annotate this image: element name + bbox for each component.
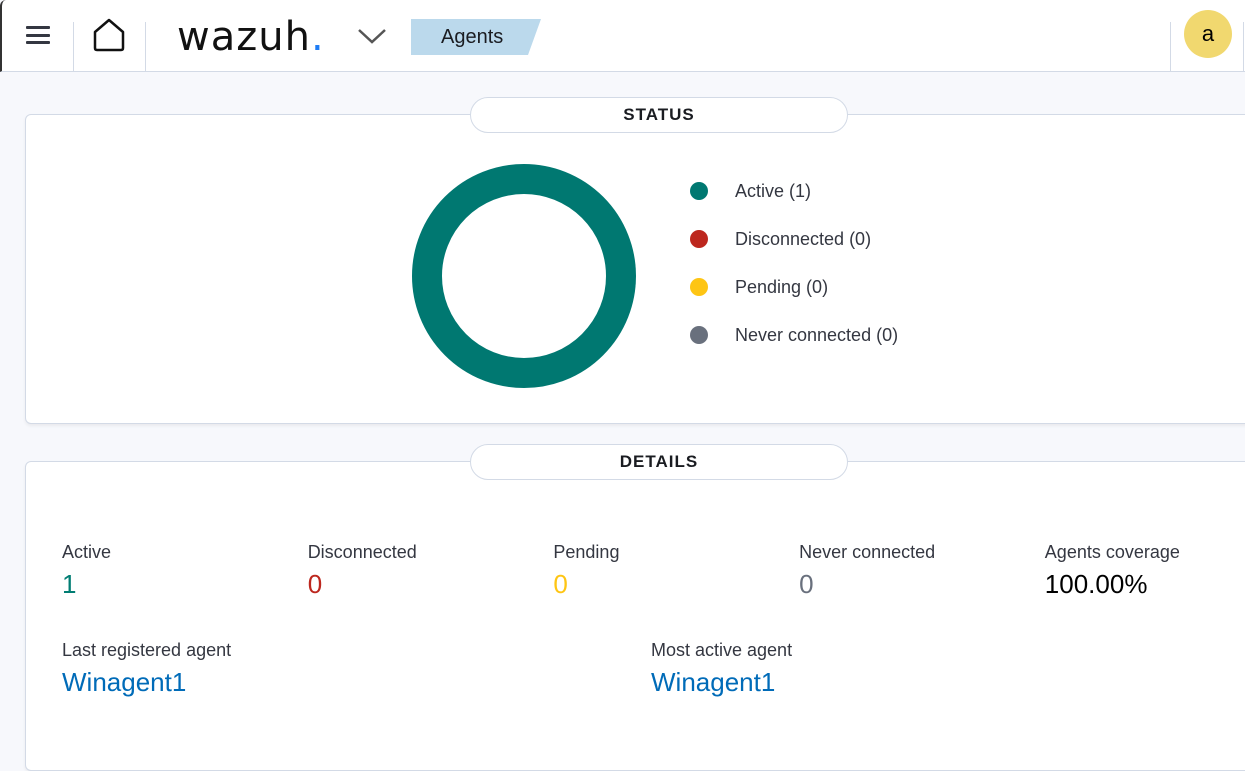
chevron-down-icon[interactable] (357, 26, 387, 46)
legend-dot-icon (690, 326, 708, 344)
stat-value[interactable]: 0 (307, 569, 323, 599)
stat-label: Active (62, 542, 112, 562)
status-panel: STATUS Active (1) Disconnected (0) Pending… (25, 97, 1245, 424)
stat-agents-coverage: Agents coverage 100.00% (1045, 542, 1180, 600)
legend-item[interactable]: Pending (0) (690, 263, 898, 311)
stat-label: Disconnected (307, 542, 417, 562)
stat-value: 100.00% (1044, 569, 1148, 599)
stat-value[interactable]: 0 (553, 569, 568, 599)
status-donut-chart (412, 164, 636, 388)
legend-dot-icon (690, 230, 708, 248)
stat-never-connected: Never connected 0 (799, 542, 935, 600)
donut-slice-active[interactable] (412, 164, 636, 388)
divider (73, 22, 74, 72)
logo-text: wazuh (177, 14, 311, 60)
stat-label: Never connected (799, 542, 936, 562)
legend-dot-icon (690, 182, 708, 200)
legend-dot-icon (690, 278, 708, 296)
stat-label: Pending (553, 542, 620, 562)
stat-active: Active 1 (62, 542, 111, 600)
legend-label: Active (1) (735, 180, 812, 201)
most-active-agent-link[interactable]: Winagent1 (651, 667, 776, 697)
legend-item[interactable]: Active (1) (690, 167, 898, 215)
menu-button[interactable] (26, 26, 50, 44)
top-nav: wazuh. Agents a (0, 0, 1245, 72)
wazuh-logo[interactable]: wazuh. (177, 14, 325, 60)
stat-pending: Pending 0 (553, 542, 619, 600)
legend-label: Never connected (0) (735, 324, 899, 345)
status-legend: Active (1) Disconnected (0) Pending (0) Nev… (690, 167, 898, 359)
stat-value[interactable]: 0 (799, 569, 814, 599)
divider (1243, 22, 1244, 72)
stat-disconnected: Disconnected 0 (308, 542, 417, 600)
home-icon[interactable] (92, 18, 126, 52)
stat-label: Most active agent (651, 640, 793, 660)
legend-label: Pending (0) (735, 276, 829, 297)
panel-title: DETAILS (470, 444, 848, 480)
last-registered-agent: Last registered agent Winagent1 (62, 640, 231, 698)
divider (145, 22, 146, 72)
stat-value[interactable]: 1 (62, 569, 77, 599)
details-panel: DETAILS Active 1 Disconnected 0 Pending 0 Neve… (25, 444, 1245, 771)
legend-item[interactable]: Disconnected (0) (690, 215, 898, 263)
legend-label: Disconnected (0) (735, 228, 872, 249)
breadcrumb-agents[interactable]: Agents (411, 19, 541, 55)
stat-label: Last registered agent (62, 640, 232, 660)
divider (1170, 22, 1171, 72)
last-registered-agent-link[interactable]: Winagent1 (62, 667, 187, 697)
stat-label: Agents coverage (1044, 542, 1180, 562)
panel-title: STATUS (470, 97, 848, 133)
legend-item[interactable]: Never connected (0) (690, 311, 898, 359)
most-active-agent: Most active agent Winagent1 (651, 640, 792, 698)
avatar[interactable]: a (1184, 10, 1232, 58)
